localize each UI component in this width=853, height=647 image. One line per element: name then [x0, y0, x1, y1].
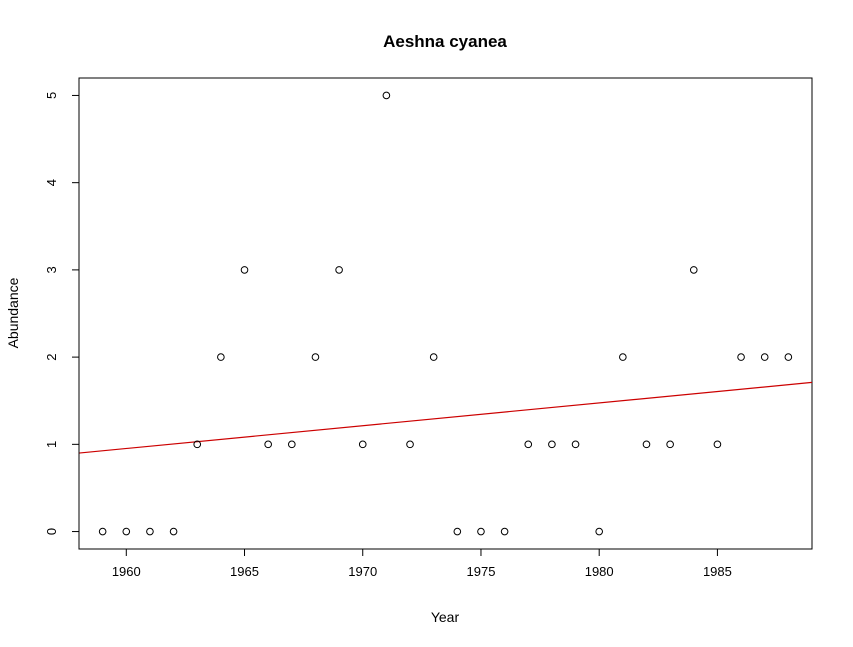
x-tick-label: 1960: [112, 564, 141, 579]
data-point: [548, 440, 556, 449]
y-tick-label: 3: [44, 266, 59, 273]
data-point: [288, 440, 296, 449]
data-point: [689, 266, 698, 274]
data-point: [713, 440, 722, 449]
data-point: [240, 266, 249, 274]
trend-line: [78, 381, 813, 454]
data-point: [146, 527, 154, 536]
data-point: [642, 440, 651, 449]
data-point: [122, 527, 131, 536]
x-tick-label: 1965: [230, 564, 259, 579]
data-point: [217, 353, 225, 361]
x-tick-label: 1970: [348, 564, 377, 579]
data-point: [169, 527, 178, 536]
y-tick-label: 1: [44, 441, 59, 448]
data-point: [595, 527, 603, 536]
plot-frame: [78, 77, 813, 550]
y-tick-label: 0: [44, 528, 59, 535]
data-point: [429, 353, 438, 361]
x-tick-label: 1975: [467, 564, 496, 579]
data-point: [666, 440, 674, 449]
data-point: [524, 440, 533, 449]
data-point: [382, 91, 391, 100]
data-point: [358, 440, 367, 449]
data-point: [477, 527, 485, 536]
data-point: [500, 527, 509, 536]
data-point: [619, 353, 627, 361]
x-tick-label: 1985: [703, 564, 732, 579]
chart-title: Aeshna cyanea: [383, 32, 507, 51]
data-point: [311, 353, 320, 361]
x-axis: 1960 1965 1970 1975 1980 1985: [112, 548, 732, 579]
y-tick-label: 4: [44, 179, 59, 186]
data-point: [453, 527, 462, 536]
data-point: [737, 353, 745, 361]
y-axis: 0 1 2 3 4 5: [44, 92, 80, 535]
x-axis-label: Year: [431, 609, 460, 625]
y-tick-label: 5: [44, 92, 59, 99]
data-point: [784, 353, 793, 361]
data-point: [760, 353, 769, 361]
data-point: [193, 440, 202, 449]
y-tick-label: 2: [44, 353, 59, 360]
x-tick-label: 1980: [585, 564, 614, 579]
data-point: [571, 440, 580, 449]
data-point: [264, 440, 272, 449]
data-point: [406, 440, 414, 449]
data-point: [335, 266, 343, 274]
data-point: [98, 527, 107, 536]
y-axis-label: Abundance: [5, 277, 21, 348]
